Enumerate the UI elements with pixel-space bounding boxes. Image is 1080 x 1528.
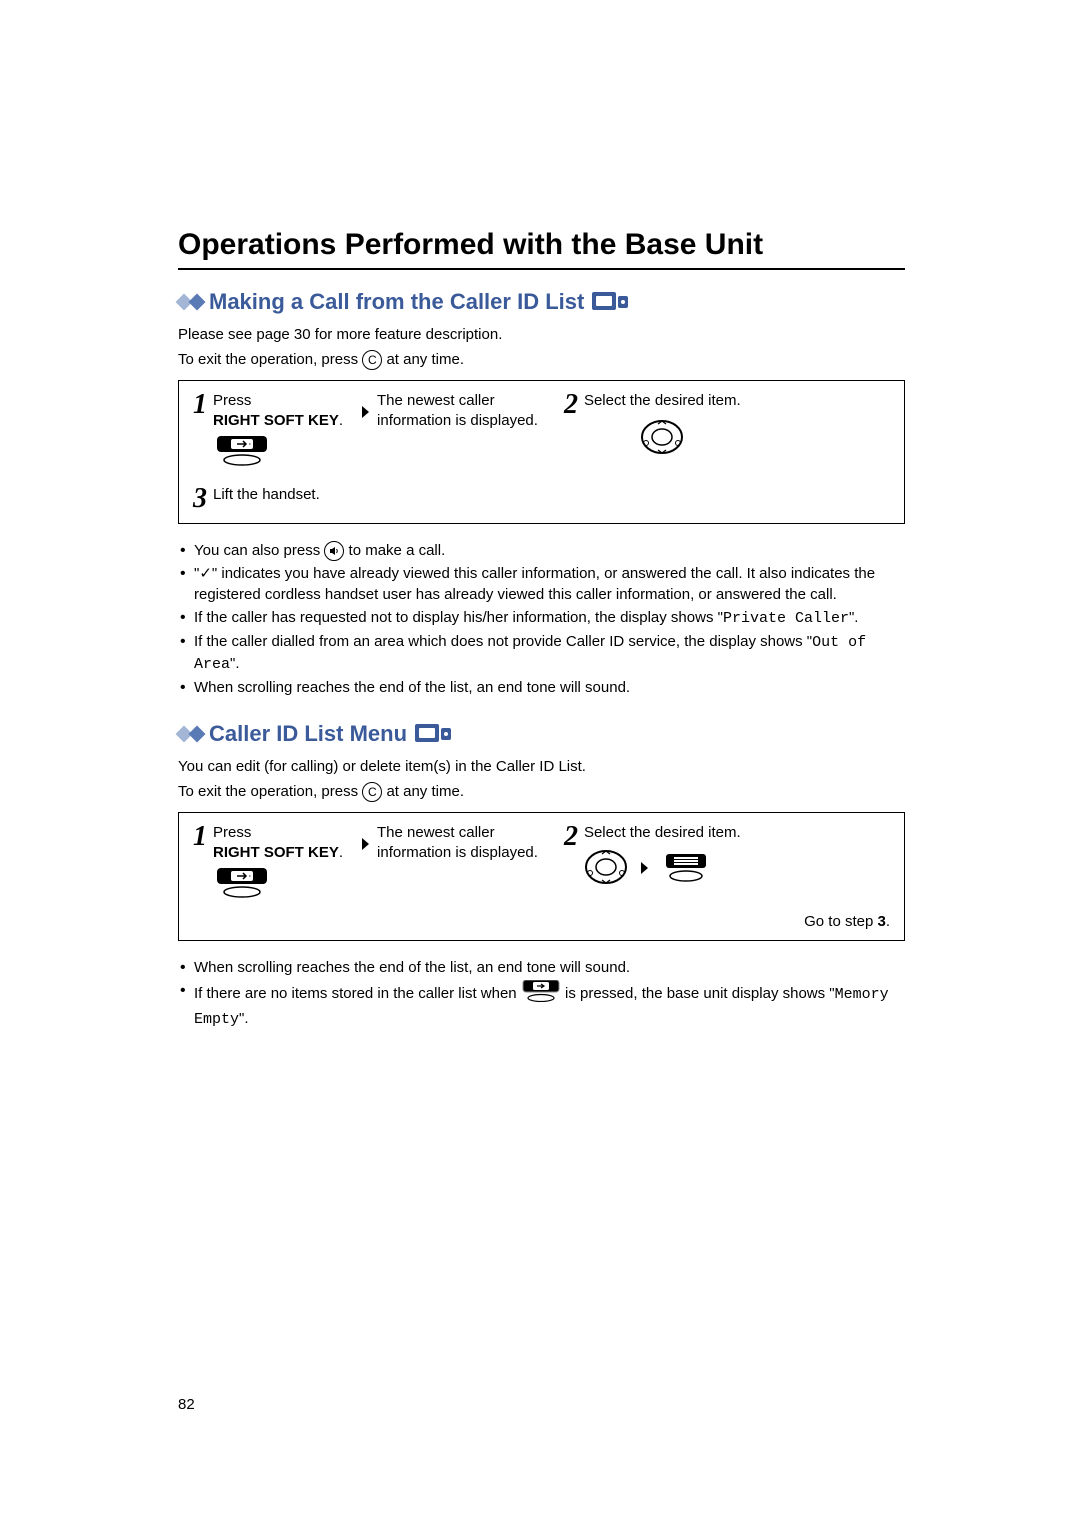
section2-arrow-info: The newest caller information is display… [361, 823, 538, 862]
bullet-item: When scrolling reaches the end of the li… [178, 957, 905, 978]
arrow-right-icon [361, 837, 371, 856]
section1-steps-box: 1 Press RIGHT SOFT KEY. [178, 380, 905, 524]
c-key-icon: C [362, 782, 382, 802]
bullet-item: "✓" indicates you have already viewed th… [178, 563, 905, 605]
section1-intro2: To exit the operation, press C at any ti… [178, 349, 905, 370]
bullet-item: When scrolling reaches the end of the li… [178, 677, 905, 698]
goto-step3: Go to step 3. [193, 913, 890, 930]
section2-steps-box: 1 Press RIGHT SOFT KEY. [178, 812, 905, 941]
nav-dial-icon [640, 419, 684, 462]
base-unit-icon [590, 288, 632, 316]
step-number-1: 1 [193, 823, 207, 851]
nav-dial-icon [584, 849, 628, 892]
step-number-2: 2 [564, 391, 578, 419]
section2-header: Caller ID List Menu [178, 720, 905, 748]
section1-intro1: Please see page 30 for more feature desc… [178, 324, 905, 345]
bullet-item: You can also press to make a call. [178, 540, 905, 561]
section2-step1: 1 Press RIGHT SOFT KEY. [193, 823, 343, 903]
arrow-right-icon [361, 405, 371, 424]
diamond-bullets [178, 296, 203, 308]
section2-step2: 2 Select the desired item. [564, 823, 741, 892]
bullet-item: If there are no items stored in the call… [178, 980, 905, 1030]
speaker-key-icon [324, 541, 344, 561]
section1-bullets: You can also press to make a call. "✓" i… [178, 540, 905, 698]
section1-step3: 3 Lift the handset. [193, 485, 320, 513]
section1-header: Making a Call from the Caller ID List [178, 288, 905, 316]
c-key-icon: C [362, 350, 382, 370]
right-soft-key-inline-icon [521, 989, 561, 1006]
base-unit-icon [413, 720, 455, 748]
bullet-item: If the caller has requested not to displ… [178, 607, 905, 629]
menu-bar-icon [662, 854, 710, 887]
title-rule [178, 268, 905, 270]
section1-arrow-info: The newest caller information is display… [361, 391, 538, 430]
section2-bullets: When scrolling reaches the end of the li… [178, 957, 905, 1030]
page-number: 82 [178, 1396, 195, 1413]
step-number-3: 3 [193, 485, 207, 513]
bullet-item: If the caller dialled from an area which… [178, 631, 905, 675]
step-number-2: 2 [564, 823, 578, 851]
step-number-1: 1 [193, 391, 207, 419]
section2-title: Caller ID List Menu [209, 721, 407, 747]
page-title: Operations Performed with the Base Unit [178, 228, 905, 262]
section1-step2: 2 Select the desired item. [564, 391, 741, 462]
right-soft-key-icon [213, 868, 343, 903]
section2-intro1: You can edit (for calling) or delete ite… [178, 756, 905, 777]
diamond-bullets [178, 728, 203, 740]
section1-title: Making a Call from the Caller ID List [209, 289, 584, 315]
right-soft-key-icon [213, 436, 343, 471]
section2-intro2: To exit the operation, press C at any ti… [178, 781, 905, 802]
section1-step1: 1 Press RIGHT SOFT KEY. [193, 391, 343, 471]
arrow-right-icon [640, 861, 650, 880]
